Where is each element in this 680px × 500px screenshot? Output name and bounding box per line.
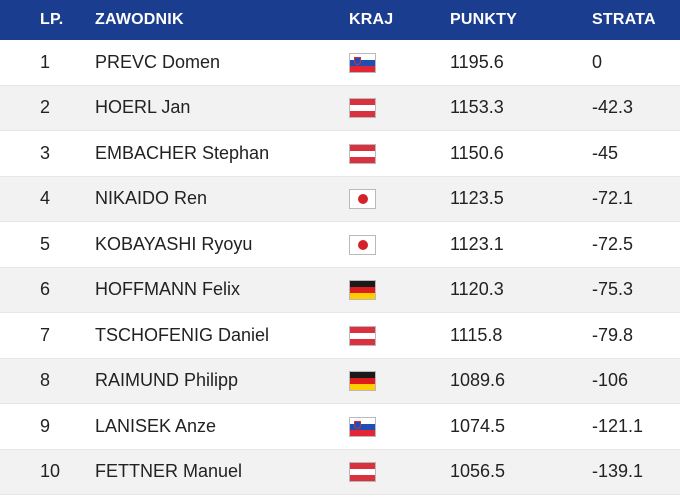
rank-cell: 4 (40, 188, 51, 209)
header-points: PUNKTY (450, 11, 517, 28)
country-cell (349, 97, 450, 119)
rank-cell: 10 (40, 461, 61, 482)
table-row: 8 RAIMUND Philipp 1089.6 -106 (0, 358, 680, 404)
table-row: 6 HOFFMANN Felix 1120.3 -75.3 (0, 267, 680, 313)
loss-cell: -72.5 (592, 233, 634, 254)
points-cell: 1195.6 (450, 51, 504, 72)
country-cell (349, 143, 450, 164)
table-row: 4 NIKAIDO Ren 1123.5 -72.1 (0, 176, 680, 222)
athlete-name: PREVC Domen (95, 51, 221, 72)
athlete-name: HOFFMANN Felix (95, 279, 240, 300)
athlete-name: NIKAIDO Ren (95, 188, 208, 209)
points-cell: 1089.6 (450, 370, 506, 391)
points-cell: 1074.5 (450, 415, 506, 436)
loss-cell: -139.1 (592, 461, 644, 482)
table-row: 1 PREVC Domen 1195.6 0 (0, 40, 680, 86)
slovenia-flag-icon (349, 52, 376, 73)
rank-cell: 7 (40, 324, 51, 345)
austria-flag-icon (349, 98, 376, 119)
slovenia-flag-icon (349, 416, 376, 437)
austria-flag-icon (349, 143, 376, 164)
header-lp: LP. (40, 11, 64, 28)
athlete-name: TSCHOFENIG Daniel (95, 324, 270, 345)
country-cell (349, 325, 450, 346)
country-cell (349, 188, 450, 210)
header-loss: STRATA (592, 11, 656, 28)
loss-cell: -45 (592, 142, 619, 163)
germany-flag-icon (349, 280, 376, 301)
points-cell: 1153.3 (450, 97, 504, 118)
rank-cell: 2 (40, 97, 51, 118)
table-body: 1 PREVC Domen 1195.6 0 2 HOERL Jan 1153.3 -42.3… (0, 40, 680, 495)
country-cell (349, 52, 450, 73)
header-country: KRAJ (349, 11, 394, 28)
points-cell: 1120.3 (450, 279, 504, 300)
rank-cell: 1 (40, 51, 51, 72)
loss-cell: -106 (592, 370, 629, 391)
loss-cell: -121.1 (592, 415, 644, 436)
loss-cell: -79.8 (592, 324, 634, 345)
loss-cell: 0 (592, 51, 603, 72)
rank-cell: 5 (40, 233, 51, 254)
athlete-name: FETTNER Manuel (95, 461, 243, 482)
austria-flag-icon (349, 325, 376, 346)
points-cell: 1150.6 (450, 142, 504, 163)
country-cell (349, 279, 450, 301)
loss-cell: -72.1 (592, 188, 634, 209)
country-cell (349, 416, 450, 437)
table-row: 7 TSCHOFENIG Daniel 1115.8 -79.8 (0, 313, 680, 359)
athlete-name: EMBACHER Stephan (95, 142, 270, 163)
athlete-name: KOBAYASHI Ryoyu (95, 233, 253, 254)
table-row: 2 HOERL Jan 1153.3 -42.3 (0, 85, 680, 131)
athlete-name: HOERL Jan (95, 97, 191, 118)
table-row: 5 KOBAYASHI Ryoyu 1123.1 -72.5 (0, 222, 680, 268)
rank-cell: 6 (40, 279, 51, 300)
loss-cell: -42.3 (592, 97, 634, 118)
austria-flag-icon (349, 462, 376, 483)
rank-cell: 3 (40, 142, 51, 163)
table-row: 9 LANISEK Anze 1074.5 -121.1 (0, 404, 680, 450)
country-cell (349, 234, 450, 255)
points-cell: 1123.5 (450, 188, 504, 209)
points-cell: 1115.8 (450, 324, 503, 345)
header-name: ZAWODNIK (95, 11, 184, 28)
country-cell (349, 461, 450, 483)
country-cell (349, 370, 450, 392)
japan-flag-icon (349, 234, 376, 255)
points-cell: 1056.5 (450, 461, 506, 482)
loss-cell: -75.3 (592, 279, 634, 300)
athlete-name: RAIMUND Philipp (95, 370, 239, 391)
table-row: 3 EMBACHER Stephan 1150.6 -45 (0, 131, 680, 177)
table-header: LP. ZAWODNIK KRAJ PUNKTY STRATA (0, 0, 680, 40)
rank-cell: 8 (40, 370, 51, 391)
table-row: 10 FETTNER Manuel 1056.5 -139.1 (0, 449, 680, 495)
athlete-name: LANISEK Anze (95, 415, 217, 436)
germany-flag-icon (349, 371, 376, 392)
points-cell: 1123.1 (450, 233, 504, 254)
rank-cell: 9 (40, 415, 51, 436)
japan-flag-icon (349, 189, 376, 210)
